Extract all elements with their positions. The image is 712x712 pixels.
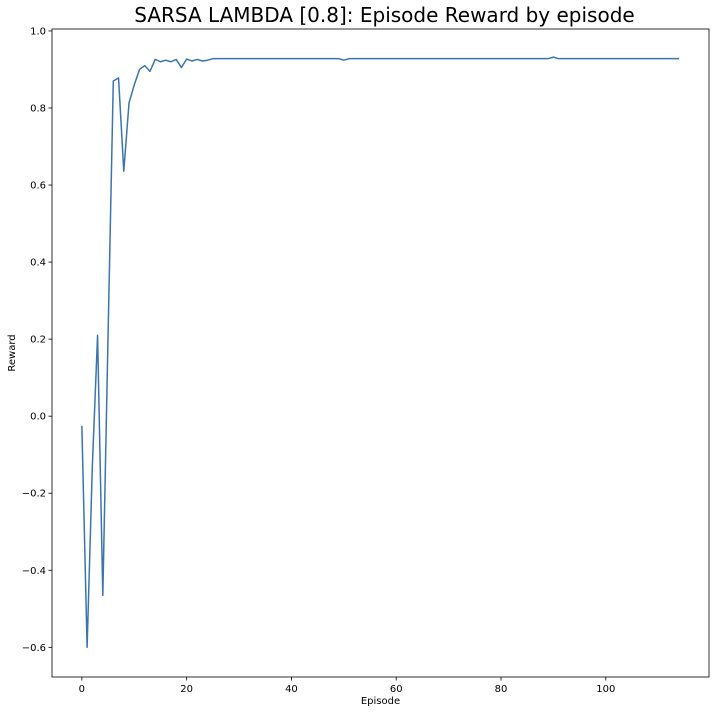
x-axis: 0 20 40 60 80 100 <box>79 677 615 695</box>
y-tick-label: −0.2 <box>22 489 46 500</box>
y-tick-label: 0.6 <box>30 181 46 192</box>
y-tick-label: −0.6 <box>22 643 46 654</box>
series-layer <box>81 56 680 649</box>
reward-series-line <box>81 56 680 649</box>
axes-frame <box>51 28 710 678</box>
y-tick-label: 0.2 <box>30 335 46 346</box>
y-tick-label: 0.0 <box>30 412 46 423</box>
x-tick-label: 20 <box>180 684 193 695</box>
y-axis-label: Reward <box>7 334 18 371</box>
plot-area <box>51 28 710 678</box>
y-tick-label: 1.0 <box>30 26 46 37</box>
x-axis-label: Episode <box>361 696 400 707</box>
x-tick-label: 60 <box>390 684 403 695</box>
y-tick-label: 0.4 <box>30 258 46 269</box>
x-tick-label: 80 <box>495 684 508 695</box>
chart-title: SARSA LAMBDA [0.8]: Episode Reward by ep… <box>134 3 634 27</box>
x-tick-label: 100 <box>596 684 615 695</box>
y-axis: −0.6 −0.4 −0.2 0.0 0.2 0.4 0.6 0.8 1.0 <box>22 26 52 654</box>
y-tick-label: 0.8 <box>30 103 46 114</box>
y-tick-label: −0.4 <box>22 566 46 577</box>
x-tick-label: 40 <box>285 684 298 695</box>
x-tick-label: 0 <box>79 684 85 695</box>
